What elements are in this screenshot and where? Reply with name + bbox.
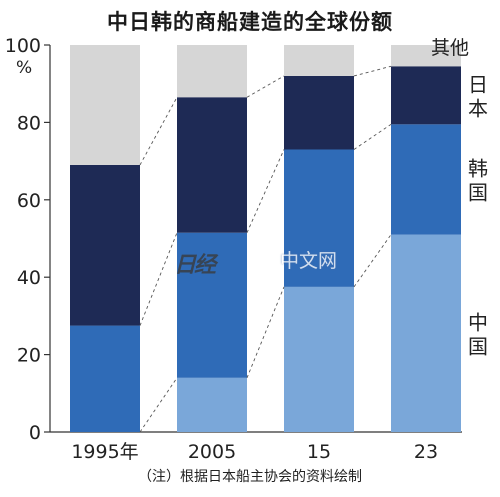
bar-segment-other [284, 45, 354, 76]
watermark-text: 中文网 [280, 250, 338, 272]
bar-segment-korea [177, 232, 247, 378]
y-tick-label: 20 [17, 345, 41, 367]
connector-line [353, 65, 392, 77]
bar-segment-japan [70, 164, 140, 326]
y-tick-label: 60 [17, 190, 41, 212]
y-tick-label: 40 [17, 267, 41, 289]
connector-line [139, 97, 178, 166]
chart-title: 中日韩的商船建造的全球份额 [107, 10, 393, 34]
bar-segment-china [177, 377, 247, 432]
y-tick-label: 100 [5, 35, 41, 57]
series-label-other: 其他 [431, 37, 469, 59]
x-tick-label: 23 [414, 441, 438, 463]
y-tick-label: 80 [17, 112, 41, 134]
x-tick-label: 15 [307, 441, 331, 463]
x-tick-label: 2005 [188, 441, 236, 463]
series-label-korea: 韩国 [468, 156, 488, 204]
connector-line [353, 123, 392, 150]
connector-line [246, 75, 285, 98]
bar-segment-japan [177, 97, 247, 233]
watermark: 日经 中文网 [168, 243, 346, 278]
bar-segment-other [70, 45, 140, 165]
series-label-japan: 日本 [468, 72, 488, 120]
connector-line [139, 377, 178, 433]
connector-line [246, 149, 285, 233]
bar-segment-japan [391, 66, 461, 125]
bar-segment-china [391, 234, 461, 432]
watermark-logo: 日经 [174, 253, 216, 278]
bar-segment-japan [284, 75, 354, 150]
bar-segment-korea [284, 149, 354, 287]
y-tick-label: 0 [29, 422, 41, 444]
bar-segment-china [284, 286, 354, 432]
x-tick-label: 1995年 [71, 441, 138, 463]
connector-line [246, 286, 285, 378]
y-unit-label: % [16, 58, 32, 78]
bar-segment-other [177, 45, 247, 98]
connector-line [139, 232, 178, 326]
series-label-china: 中国 [468, 310, 488, 358]
source-note: （注）根据日本船主协会的资料绘制 [138, 469, 362, 485]
connector-line [353, 234, 392, 288]
bar-segment-other [391, 45, 461, 67]
bar-segment-korea [391, 124, 461, 235]
bar-segment-korea [70, 325, 140, 432]
